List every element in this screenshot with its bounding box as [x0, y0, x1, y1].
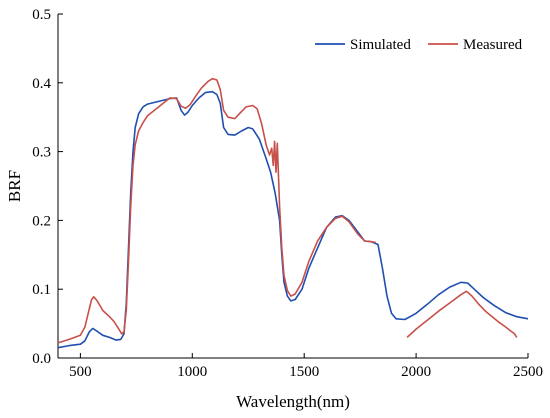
y-axis-label: BRF — [5, 170, 24, 202]
y-tick-label: 0.1 — [32, 282, 51, 298]
legend-label: Simulated — [350, 37, 411, 53]
x-tick-label: 2500 — [513, 364, 543, 380]
series-layer — [57, 77, 529, 349]
y-tick-label: 0.4 — [32, 76, 51, 92]
y-tick-label: 0.2 — [32, 213, 51, 229]
x-axis-label: Wavelength(nm) — [236, 392, 350, 411]
x-tick-label: 500 — [69, 364, 92, 380]
x-tick-label: 2000 — [401, 364, 431, 380]
series-line-simulated — [57, 90, 529, 349]
x-tick-label: 1000 — [177, 364, 207, 380]
legend-label: Measured — [463, 37, 523, 53]
y-tick-label: 0.5 — [32, 7, 51, 23]
x-tick-label: 1500 — [289, 364, 319, 380]
series-line-measured — [406, 290, 518, 338]
legend: Simulated Measured — [315, 37, 523, 53]
series-line-measured — [57, 77, 376, 344]
y-tick-label: 0.0 — [32, 351, 51, 367]
axes: 500 1000 1500 2000 2500 0.0 0.1 0.2 0.3 0.4 0.5 — [32, 7, 543, 380]
y-tick-label: 0.3 — [32, 145, 51, 161]
